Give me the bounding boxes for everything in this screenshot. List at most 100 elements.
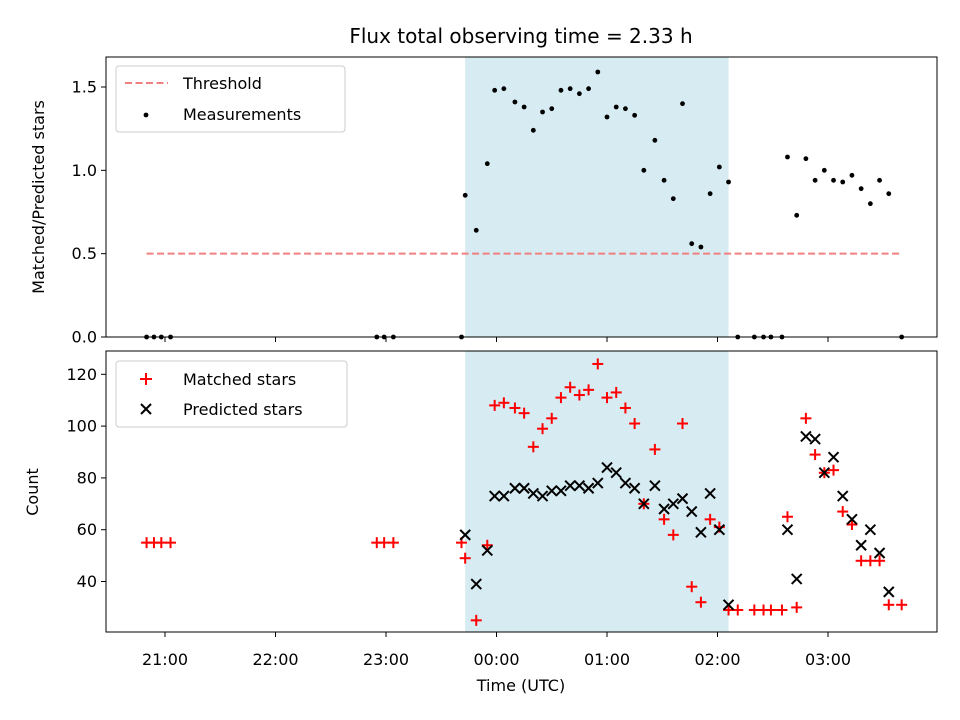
predicted-star-point [800,430,812,443]
predicted-star-point [722,599,735,611]
matched-star-point [864,555,876,567]
matched-star-point [874,555,886,567]
matched-star-point [155,537,167,549]
measurement-point [586,86,591,92]
matched-star-point [800,412,812,424]
predicted-star-point [527,487,540,500]
measurement-point [840,179,846,185]
matched-star-point [695,596,707,608]
matched-star-point [704,513,716,525]
predicted-star-point [573,479,586,492]
predicted-star-point [628,482,641,494]
measurement-point [623,106,628,112]
bottom-y-tick-label: 80 [77,468,97,487]
predicted-star-point [855,539,867,551]
matched-star-point [658,513,670,525]
matched-star-point [489,399,501,411]
legend-predicted-swatch [140,403,152,415]
matched-star-point [470,614,482,626]
measurement-point [812,177,818,183]
measurement-point [726,179,731,185]
bottom-y-tick-label: 60 [77,520,97,539]
measurement-point [576,91,582,97]
matched-star-point [555,392,567,404]
bottom-x-axis-label: Time (UTC) [476,676,565,695]
predicted-star-point [713,523,726,536]
bottom-legend: Matched stars Predicted stars [115,360,348,428]
measurement-point [549,106,555,112]
x-tick-label: 23:00 [363,650,409,669]
matched-star-point [837,506,849,518]
measurement-point [492,87,498,93]
measurement-point [858,186,864,192]
predicted-star-point [649,479,661,492]
matched-star-point [592,358,604,370]
measurement-point [785,154,790,160]
predicted-star-point [509,482,521,494]
x-tick-label: 00:00 [473,650,519,669]
predicted-star-point [610,467,622,479]
measurement-point [558,87,564,93]
bottom-y-ticks: 40 60 80 100 120 [66,365,106,591]
predicted-star-point [790,573,803,585]
top-plot-frame [105,56,938,338]
predicted-star-point [686,505,698,518]
matched-star-point [732,604,744,616]
measurement-point [716,164,722,170]
predicted-star-point [873,547,886,559]
predicted-star-point [546,485,558,497]
bottom-y-tick-label: 40 [77,572,97,591]
matched-star-point [883,599,895,611]
predicted-star-point [564,479,576,492]
x-tick-label: 02:00 [694,650,740,669]
top-y-axis-label: Matched/Predicted stars [29,100,48,294]
measurement-point [512,99,518,105]
matched-star-point [387,537,399,549]
measurement-point [501,86,507,92]
matched-star-point [619,402,631,414]
predicted-star-point [781,523,794,536]
measurement-point [867,201,873,207]
measurement-point [473,227,479,233]
matched-star-point [649,443,661,455]
matched-star-point [527,441,539,453]
bottom-y-tick-label: 100 [66,417,97,436]
predicted-star-point [518,482,530,494]
bottom-panel: 40 60 80 100 120 21:00 22:00 23:00 00:00 01:00 02… [23,350,938,695]
matched-star-point [518,407,530,419]
matched-star-point [601,392,613,404]
predicted-star-point [704,487,716,500]
matched-star-point [677,418,689,430]
predicted-star-point [592,477,604,489]
matched-star-point [748,604,760,616]
predicted-star-point [864,523,877,536]
predicted-star-point [818,467,831,479]
bottom-plot-frame [105,350,938,633]
measurement-point [803,156,809,162]
measurement-point [567,86,573,92]
matched-star-point [509,402,521,414]
predicted-star-point [582,482,595,494]
measurement-point [680,101,685,107]
matched-star-point [809,449,821,461]
measurement-point [831,177,836,183]
predicted-star-point [470,578,482,590]
matched-star-point [546,412,558,424]
matched-star-point [610,386,622,398]
measurement-point [613,104,619,110]
matched-star-point [846,519,858,531]
predicted-star-point [809,433,821,445]
predicted-star-point [498,490,510,502]
measurement-point [530,127,536,133]
top-highlight-span [465,57,729,337]
matched-star-point [791,601,803,613]
predicted-star-point [837,490,849,502]
top-y-ticks: 0.0 0.5 1.0 1.5 [72,78,106,347]
matched-star-point [686,581,698,593]
matched-star-point [828,464,840,476]
predicted-star-point [667,498,680,510]
measurement-point [670,196,676,202]
top-y-tick-label: 0.0 [72,328,97,347]
measurement-point [707,191,713,197]
